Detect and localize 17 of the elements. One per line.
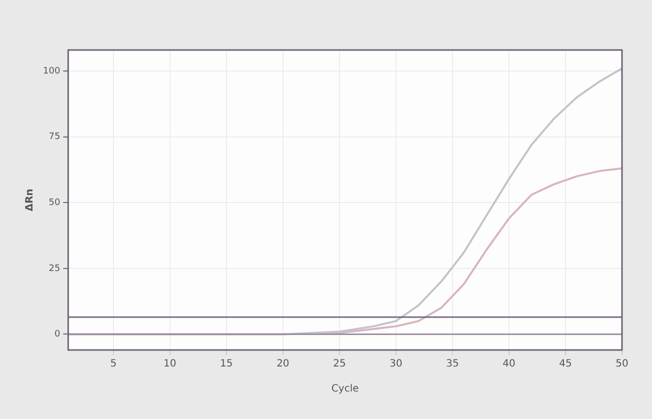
x-tick-label: 25 (333, 358, 346, 370)
x-tick-label: 50 (616, 358, 628, 370)
x-tick-label: 10 (164, 358, 176, 370)
x-tick-label: 45 (559, 358, 572, 370)
y-tick-label: 50 (48, 198, 60, 208)
y-tick-label: 25 (48, 264, 60, 274)
x-tick-label: 40 (502, 358, 516, 370)
y-tick-label: 75 (48, 132, 60, 142)
x-tick-label: 15 (220, 358, 233, 370)
x-axis-title: Cycle (331, 384, 359, 395)
x-tick-label: 35 (446, 358, 459, 370)
y-tick-label: 100 (42, 66, 60, 76)
y-tick-label: 0 (54, 330, 60, 340)
x-tick-label: 30 (390, 358, 402, 370)
y-axis-title: ΔRn (24, 188, 36, 212)
x-tick-label: 5 (110, 358, 117, 370)
x-tick-label: 20 (276, 358, 290, 370)
